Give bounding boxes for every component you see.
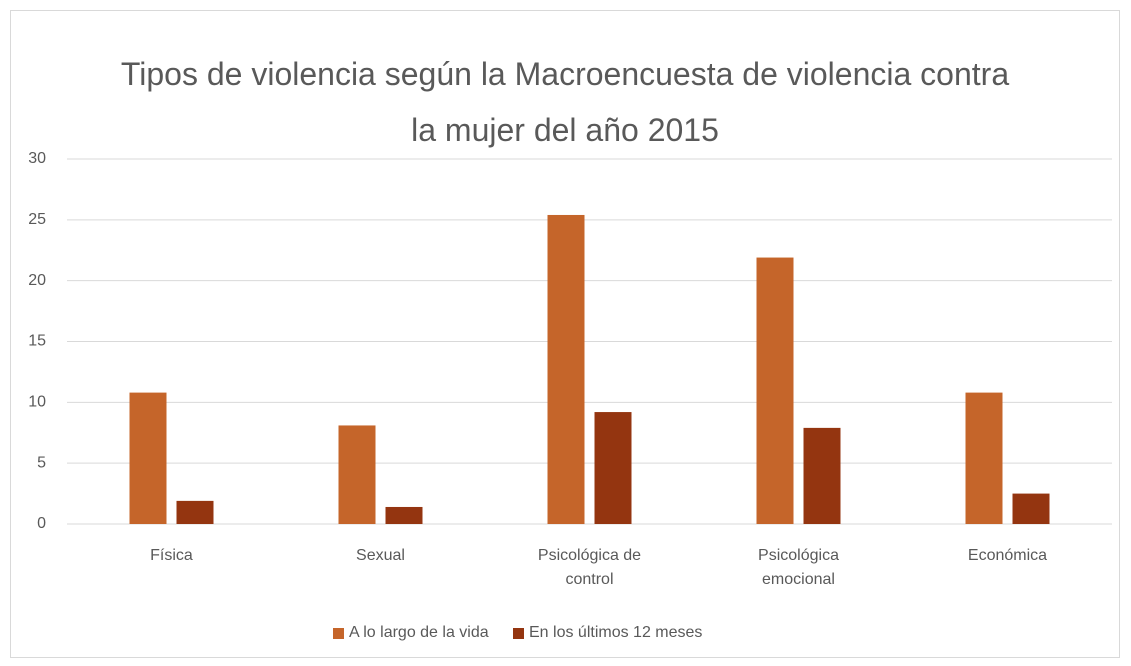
legend-label: En los últimos 12 meses (529, 624, 703, 641)
bar (965, 392, 1003, 524)
legend-swatch (513, 628, 524, 639)
chart-title: Tipos de violencia según la Macroencuest… (120, 56, 1010, 148)
y-tick-label: 25 (28, 211, 46, 228)
x-tick-label: Psicológica de control (537, 547, 642, 588)
bar (385, 506, 423, 524)
bar (547, 214, 585, 524)
y-tick-label: 15 (28, 333, 46, 350)
chart-frame (10, 10, 1120, 658)
bar (176, 500, 214, 524)
legend-label: A lo largo de la vida (349, 624, 489, 641)
bar (756, 257, 794, 524)
x-tick-label: Sexual (356, 547, 405, 564)
x-tick-label: Psicológica emocional (758, 547, 839, 588)
y-tick-label: 10 (28, 394, 46, 411)
x-tick-label: Económica (967, 547, 1048, 564)
bar (338, 425, 376, 524)
bar (129, 392, 167, 524)
legend-swatch (333, 628, 344, 639)
bar (803, 427, 841, 524)
y-tick-label: 30 (28, 150, 46, 167)
y-tick-label: 0 (37, 515, 46, 532)
bar (1012, 493, 1050, 524)
x-tick-label: Física (150, 547, 193, 564)
bar (594, 412, 632, 524)
y-tick-label: 5 (37, 454, 46, 471)
y-tick-label: 20 (28, 272, 46, 289)
